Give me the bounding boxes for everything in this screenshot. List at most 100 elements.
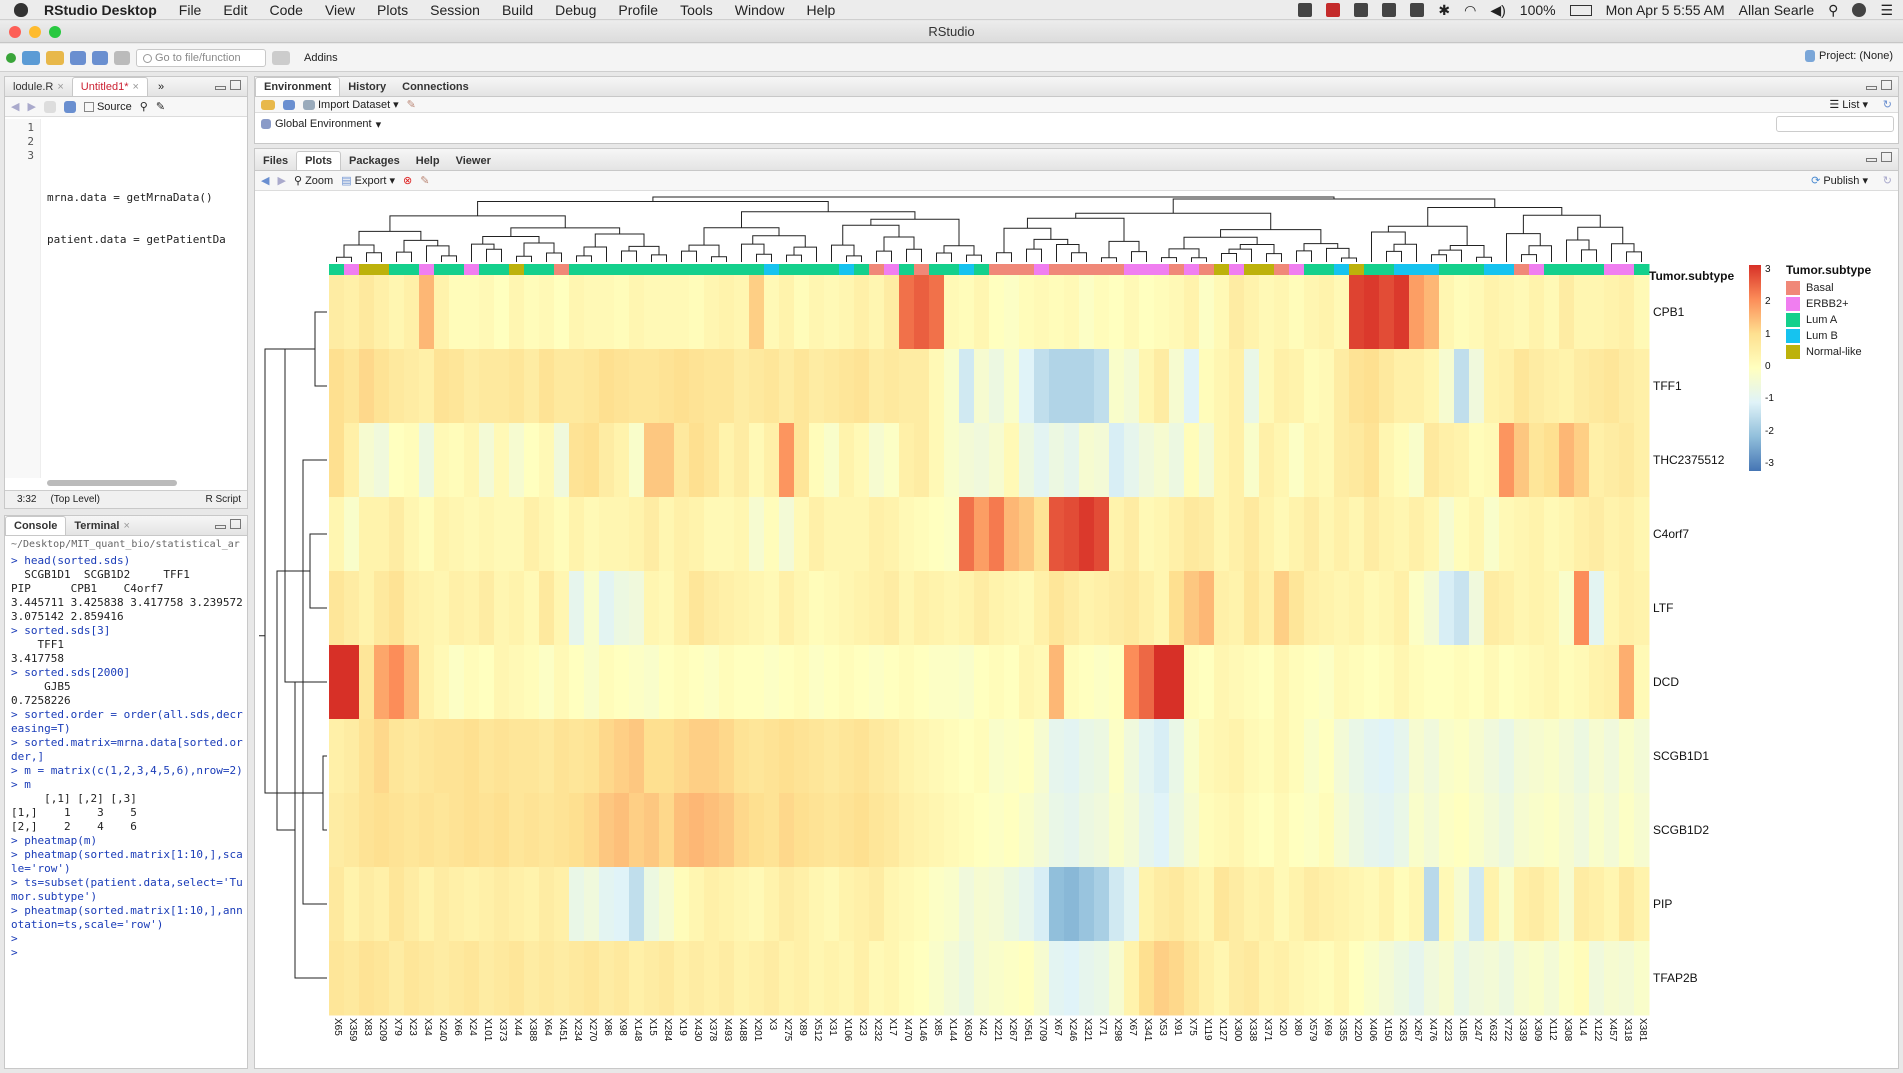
- close-tab-icon[interactable]: ×: [132, 81, 139, 93]
- maximize-pane-icon[interactable]: [230, 80, 241, 90]
- menu-session[interactable]: Session: [430, 1, 480, 18]
- load-workspace-icon[interactable]: [261, 99, 275, 110]
- menu-plots[interactable]: Plots: [377, 1, 409, 18]
- go-to-file-input[interactable]: Go to file/function: [136, 48, 266, 67]
- heatmap-cell: [1139, 497, 1155, 572]
- minimize-pane-icon[interactable]: [1866, 158, 1877, 162]
- new-project-icon[interactable]: [22, 50, 40, 65]
- env-search-input[interactable]: [1776, 116, 1894, 132]
- maximize-pane-icon[interactable]: [1881, 80, 1892, 90]
- save-all-icon[interactable]: [92, 50, 108, 65]
- next-plot-icon[interactable]: ▶: [277, 175, 286, 187]
- user-name[interactable]: Allan Searle: [1738, 2, 1815, 18]
- battery-icon[interactable]: [1569, 4, 1592, 16]
- shield-icon[interactable]: [1354, 3, 1369, 17]
- zoom-window-button[interactable]: [49, 26, 61, 38]
- remove-plot-icon[interactable]: ⊗: [403, 175, 413, 187]
- save-icon[interactable]: [70, 50, 86, 65]
- menu-debug[interactable]: Debug: [555, 1, 597, 18]
- global-environment-menu[interactable]: Global Environment ▾: [261, 118, 381, 131]
- file-type-menu[interactable]: R Script: [205, 494, 241, 505]
- working-directory[interactable]: ~/Desktop/MIT_quant_bio/statistical_ar: [11, 539, 240, 550]
- console-output[interactable]: ~/Desktop/MIT_quant_bio/statistical_ar >…: [5, 536, 247, 1068]
- apple-icon[interactable]: [14, 2, 28, 17]
- save-icon[interactable]: [63, 100, 76, 113]
- save-workspace-icon[interactable]: [283, 99, 295, 110]
- siri-icon[interactable]: [1852, 3, 1867, 17]
- tab-console[interactable]: Console: [5, 516, 67, 535]
- menu-tools[interactable]: Tools: [680, 1, 713, 18]
- forward-arrow-icon[interactable]: ▶: [27, 101, 36, 113]
- clear-plots-icon[interactable]: ✎: [420, 175, 430, 187]
- wifi-icon[interactable]: ◠: [1464, 1, 1477, 18]
- menu-help[interactable]: Help: [806, 1, 836, 18]
- clock[interactable]: Mon Apr 5 5:55 AM: [1605, 2, 1725, 18]
- maximize-pane-icon[interactable]: [1881, 152, 1892, 162]
- refresh-icon[interactable]: ↻: [1882, 99, 1892, 111]
- tab-terminal[interactable]: Terminal ×: [74, 520, 130, 532]
- broom-icon[interactable]: ✎: [406, 99, 416, 111]
- publish-menu[interactable]: ⟳ Publish ▾: [1811, 175, 1868, 187]
- tab-plots[interactable]: Plots: [296, 151, 341, 170]
- code-editor[interactable]: mrna.data = getMrnaData() patient.data =…: [47, 121, 247, 275]
- print-icon[interactable]: [114, 50, 130, 65]
- previous-plot-icon[interactable]: ◀: [261, 175, 270, 187]
- app-menu[interactable]: RStudio Desktop: [44, 1, 157, 18]
- status-icon[interactable]: [1298, 3, 1313, 17]
- search-icon[interactable]: ⚲: [1828, 1, 1839, 18]
- more-tabs-icon[interactable]: »: [157, 81, 165, 93]
- project-menu[interactable]: Project: (None): [1805, 50, 1893, 62]
- code-line[interactable]: mrna.data = getMrnaData(): [47, 191, 213, 204]
- workspace-panes-icon[interactable]: [272, 50, 290, 65]
- code-line[interactable]: [47, 149, 247, 163]
- heatmap-cell: [1109, 497, 1125, 572]
- tab-files[interactable]: Files: [263, 155, 289, 167]
- export-menu[interactable]: ▤ Export ▾: [341, 175, 396, 187]
- tab-help[interactable]: Help: [415, 155, 440, 167]
- show-in-window-icon[interactable]: [43, 100, 56, 113]
- minimize-pane-icon[interactable]: [215, 525, 226, 529]
- code-line[interactable]: patient.data = getPatientDa: [47, 233, 226, 246]
- import-dataset-menu[interactable]: Import Dataset ▾: [303, 98, 399, 111]
- close-window-button[interactable]: [9, 26, 21, 38]
- bluetooth-icon[interactable]: ✱: [1438, 1, 1451, 18]
- grid-icon[interactable]: [1410, 3, 1425, 17]
- maximize-pane-icon[interactable]: [230, 519, 241, 529]
- menu-view[interactable]: View: [324, 1, 356, 18]
- menu-code[interactable]: Code: [269, 1, 303, 18]
- menu-profile[interactable]: Profile: [618, 1, 659, 18]
- menu-build[interactable]: Build: [501, 1, 534, 18]
- volume-icon[interactable]: ◀): [1490, 1, 1506, 18]
- open-file-icon[interactable]: [46, 50, 64, 65]
- minimize-pane-icon[interactable]: [1866, 86, 1877, 90]
- wand-icon[interactable]: ✎: [155, 101, 166, 113]
- tab-environment[interactable]: Environment: [255, 77, 341, 96]
- minimize-window-button[interactable]: [29, 26, 41, 38]
- horizontal-scrollbar[interactable]: [47, 480, 177, 486]
- menu-window[interactable]: Window: [734, 1, 785, 18]
- zoom-button[interactable]: ⚲ Zoom: [293, 175, 334, 187]
- back-arrow-icon[interactable]: ◀: [11, 101, 20, 113]
- tab-history[interactable]: History: [348, 81, 387, 93]
- refresh-icon[interactable]: ↻: [1882, 175, 1892, 187]
- tab-viewer[interactable]: Viewer: [455, 155, 491, 167]
- tab-packages[interactable]: Packages: [348, 155, 400, 167]
- menu-list-icon[interactable]: ☰: [1880, 1, 1893, 18]
- new-file-icon[interactable]: [6, 52, 16, 63]
- addins-menu[interactable]: Addins: [304, 51, 338, 64]
- scope-menu[interactable]: (Top Level): [50, 494, 100, 505]
- close-tab-icon[interactable]: ×: [57, 81, 64, 93]
- find-icon[interactable]: ⚲: [139, 101, 148, 113]
- coffee-icon[interactable]: [1382, 3, 1397, 17]
- battery-label[interactable]: 100%: [1519, 2, 1556, 18]
- view-mode-menu[interactable]: ☰ List ▾: [1829, 99, 1868, 111]
- source-on-save-checkbox[interactable]: Source: [83, 101, 132, 113]
- status-icon[interactable]: [1326, 3, 1341, 17]
- tab-untitled1[interactable]: Untitled1* ×: [71, 77, 148, 96]
- menu-edit[interactable]: Edit: [223, 1, 248, 18]
- minimize-pane-icon[interactable]: [215, 86, 226, 90]
- close-tab-icon[interactable]: ×: [123, 520, 130, 532]
- tab-module-r[interactable]: lodule.R ×: [13, 81, 64, 93]
- tab-connections[interactable]: Connections: [402, 81, 469, 93]
- menu-file[interactable]: File: [178, 1, 202, 18]
